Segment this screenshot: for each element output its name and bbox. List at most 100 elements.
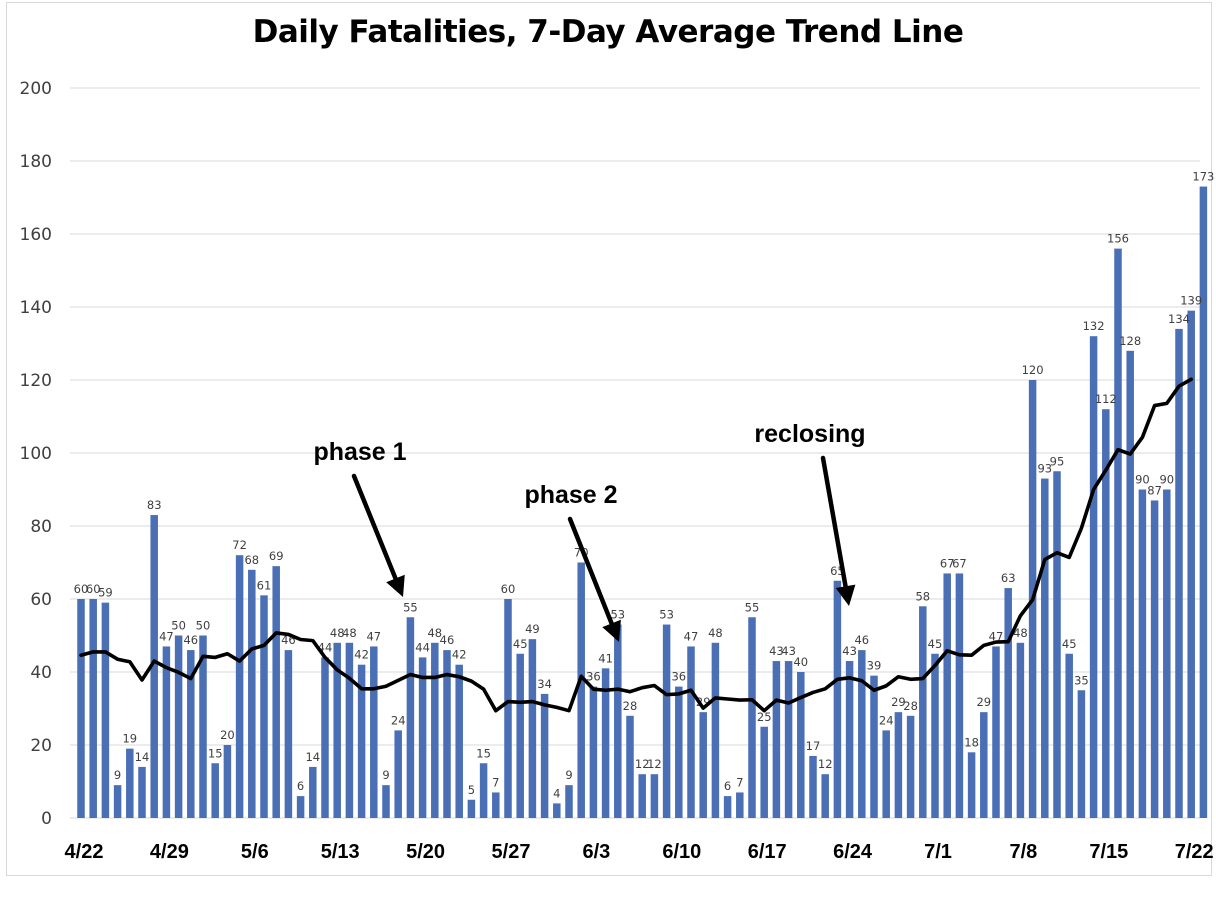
bar-data-label: 17: [806, 739, 821, 753]
annotation-reclosing: reclosing: [754, 420, 866, 606]
bar: [479, 763, 488, 818]
bar: [492, 792, 500, 818]
bar: [443, 650, 451, 818]
bar-data-label: 48: [342, 626, 357, 640]
bar-data-label: 46: [854, 633, 869, 647]
bar: [1065, 653, 1073, 818]
bar: [919, 606, 927, 818]
bar: [455, 664, 463, 818]
bar: [1114, 248, 1122, 819]
bar: [931, 653, 939, 818]
bar: [565, 785, 573, 818]
bar-data-label: 44: [415, 640, 430, 654]
bar-data-label: 41: [598, 651, 613, 665]
x-tick-label: 6/3: [582, 841, 610, 863]
bar: [1126, 350, 1134, 818]
bar: [1187, 310, 1195, 818]
bar-data-label: 61: [257, 578, 272, 592]
bar: [906, 715, 915, 818]
bar-data-label: 156: [1107, 232, 1129, 246]
bar-data-label: 48: [1013, 626, 1028, 640]
bar-data-label: 48: [708, 626, 723, 640]
bar: [699, 712, 707, 818]
bar-data-label: 25: [757, 710, 772, 724]
bar: [821, 774, 829, 818]
bar: [626, 715, 634, 818]
x-tick-label: 7/22: [1175, 841, 1214, 863]
y-tick-label: 140: [20, 298, 52, 318]
bar: [431, 642, 439, 818]
bar: [955, 573, 964, 818]
bar: [223, 745, 232, 818]
bar-data-label: 43: [842, 644, 857, 658]
y-tick-label: 0: [41, 809, 52, 829]
y-tick-label: 100: [20, 444, 52, 464]
bar-data-label: 67: [952, 556, 967, 570]
bar: [675, 686, 683, 818]
y-tick-label: 180: [20, 152, 52, 172]
y-tick-label: 40: [30, 663, 52, 683]
y-axis-ticks: 0 20 40 60 80 100 120 140 160 180 200: [20, 79, 52, 829]
bar-data-label: 128: [1119, 334, 1141, 348]
bar-data-label: 34: [537, 677, 552, 691]
bar-data-label: 12: [647, 757, 662, 771]
bar: [1089, 336, 1098, 818]
bar-data-label: 93: [1037, 462, 1052, 476]
bar-data-label: 6: [297, 779, 304, 793]
x-tick-label: 4/22: [65, 841, 104, 863]
bar-data-label: 24: [879, 713, 894, 727]
bar-data-label: 9: [565, 768, 572, 782]
bar-data-label: 19: [122, 732, 137, 746]
bar-data-label: 9: [382, 768, 389, 782]
bar-data-label: 173: [1192, 170, 1214, 184]
bar-data-label: 69: [269, 549, 284, 563]
bar-data-label: 43: [781, 644, 796, 658]
bar-data-label: 47: [684, 629, 699, 643]
bar-data-label: 55: [745, 600, 760, 614]
bar: [809, 755, 817, 818]
bar: [553, 803, 561, 818]
bar-data-label: 20: [220, 728, 235, 742]
bar: [1175, 328, 1183, 818]
bar: [723, 796, 732, 818]
bar-data-label: 46: [440, 633, 455, 647]
x-tick-label: 7/8: [1009, 841, 1037, 863]
bar-data-label: 50: [196, 619, 211, 633]
x-tick-label: 5/6: [241, 841, 269, 863]
bar: [284, 650, 293, 818]
bar-data-label: 90: [1135, 473, 1150, 487]
y-tick-label: 60: [30, 590, 52, 610]
bar-data-label: 28: [623, 699, 638, 713]
bar-data-label: 55: [403, 600, 418, 614]
bar: [638, 774, 646, 818]
x-tick-label: 6/24: [833, 841, 873, 863]
bar-data-label: 14: [135, 750, 150, 764]
bar: [614, 624, 622, 818]
bar: [894, 712, 903, 818]
x-tick-label: 5/13: [321, 841, 360, 863]
annotations: phase 1 phase 2 reclosing: [313, 420, 866, 642]
bar-data-label: 60: [86, 582, 101, 596]
y-tick-label: 20: [30, 736, 52, 756]
bar: [394, 730, 402, 818]
bar-data-label: 15: [476, 746, 491, 760]
bar-data-label: 29: [891, 695, 906, 709]
bar: [858, 650, 866, 818]
x-tick-label: 5/27: [492, 841, 531, 863]
bar: [784, 661, 793, 818]
bar: [1150, 500, 1159, 818]
bar: [577, 562, 585, 818]
bar-data-label: 50: [171, 619, 186, 633]
bar-data-label: 83: [147, 498, 162, 512]
bar: [357, 664, 366, 818]
bar: [89, 599, 97, 818]
x-tick-label: 6/17: [748, 841, 787, 863]
bar: [333, 642, 341, 818]
x-tick-label: 6/10: [662, 841, 701, 863]
bar-data-label: 12: [635, 757, 650, 771]
bar-data-label: 28: [903, 699, 918, 713]
bar-data-label: 9: [114, 768, 121, 782]
bar-data-label: 45: [1062, 637, 1077, 651]
bar: [406, 617, 415, 818]
